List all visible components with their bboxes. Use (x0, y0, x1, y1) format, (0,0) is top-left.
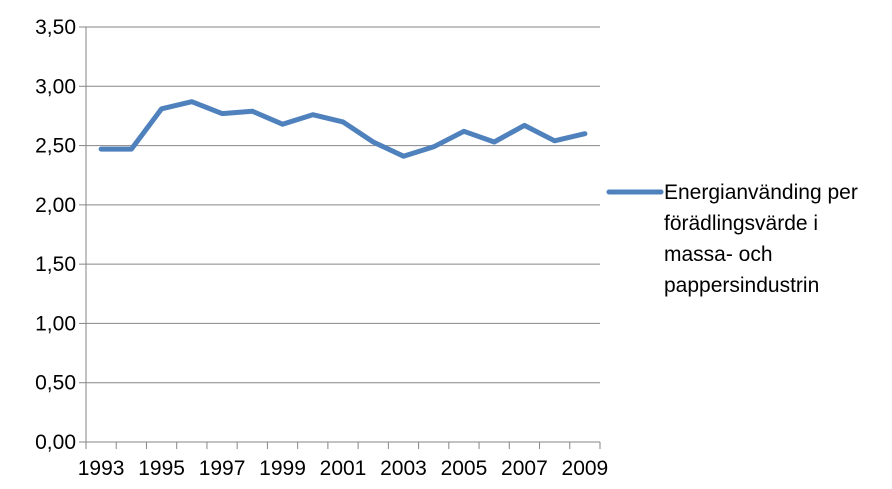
y-tick-label: 1,00 (35, 312, 76, 335)
y-tick-labels: 0,00 0,50 1,00 1,50 2,00 2,50 3,00 3,50 (35, 16, 76, 454)
x-tick-label: 1995 (138, 457, 185, 480)
y-tick-label: 3,00 (35, 75, 76, 98)
x-tick-label: 2009 (562, 457, 609, 480)
series-lines (98, 99, 588, 159)
x-tick-label: 2005 (441, 457, 488, 480)
y-tick-label: 2,50 (35, 135, 76, 158)
y-tick-label: 3,50 (35, 16, 76, 39)
y-tick-label: 0,00 (35, 431, 76, 454)
x-tick-label: 1997 (199, 457, 246, 480)
x-tick-label: 2003 (380, 457, 427, 480)
series-line (98, 99, 588, 159)
y-tick-label: 0,50 (35, 372, 76, 395)
axes (85, 27, 600, 443)
x-tick-label: 2007 (501, 457, 548, 480)
y-tick-label: 1,50 (35, 253, 76, 276)
legend-label-line: pappersindustrin (664, 274, 819, 297)
legend-label-line: Energianvänding per (664, 181, 858, 204)
x-tick-label: 1993 (78, 457, 125, 480)
legend: Energianvänding per förädlingsvärde i mass… (606, 181, 858, 297)
x-tick-labels: 1993 1995 1997 1999 2001 2003 2005 2007 2009 (78, 457, 608, 480)
x-tick-label: 2001 (320, 457, 367, 480)
legend-label: Energianvänding per förädlingsvärde i mass… (664, 181, 858, 297)
y-tick-label: 2,00 (35, 194, 76, 217)
gridlines (79, 26, 601, 449)
x-tick-label: 1999 (259, 457, 306, 480)
legend-label-line: massa- och (664, 243, 773, 266)
legend-label-line: förädlingsvärde i (664, 212, 818, 235)
